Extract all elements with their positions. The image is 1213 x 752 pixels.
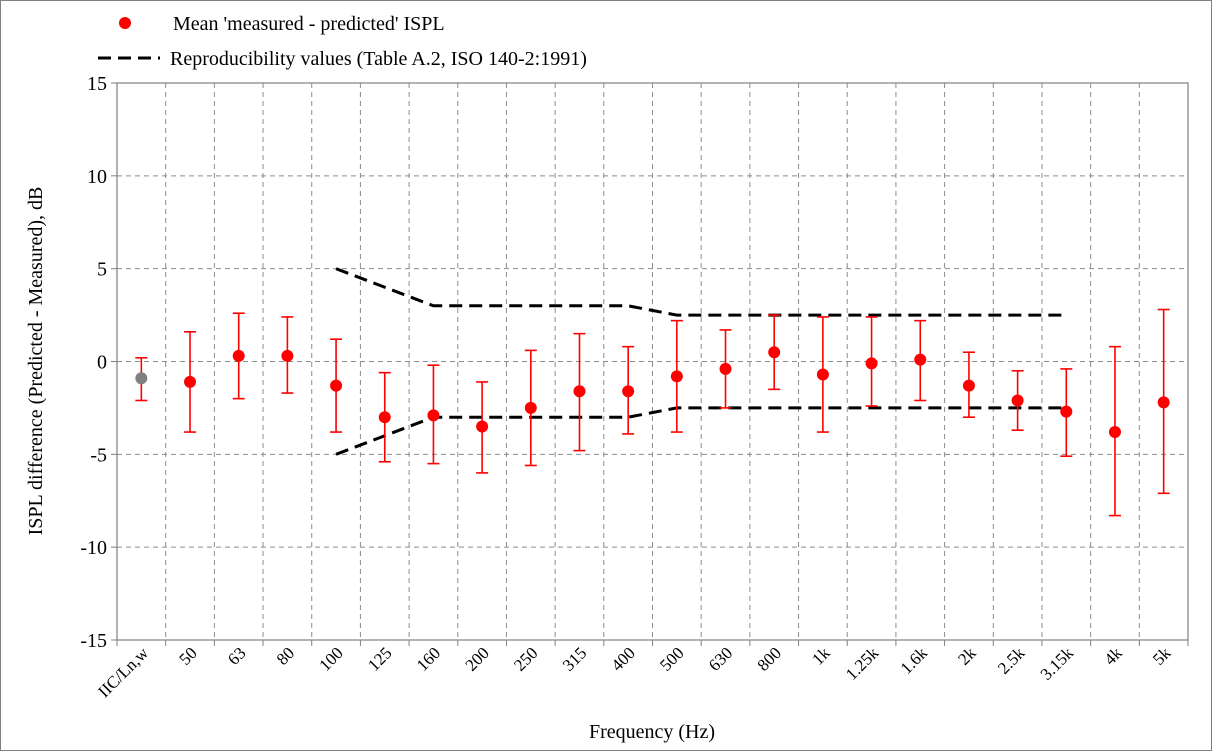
data-point: [1157, 396, 1170, 409]
y-tick-label: 5: [97, 259, 107, 281]
grid: [117, 83, 1188, 640]
y-tick-label: -15: [80, 630, 107, 652]
data-point: [378, 411, 391, 424]
y-tick-label: -10: [80, 537, 107, 559]
data-point: [719, 362, 732, 375]
data-point: [281, 349, 294, 362]
y-axis-ticks: 15 10 5 0 -5 -10 -15: [80, 73, 117, 652]
reproducibility-lower-line: [335, 406, 1067, 456]
data-point: [1011, 394, 1024, 407]
legend-label-reproducibility: Reproducibility values (Table A.2, ISO 1…: [170, 48, 587, 70]
data-point: [622, 385, 635, 398]
data-point: [816, 368, 829, 381]
data-point: [1060, 405, 1073, 418]
data-point: [476, 420, 489, 433]
data-point: [135, 372, 148, 385]
data-point: [427, 409, 440, 422]
reproducibility-upper-line: [335, 267, 1067, 317]
legend-label-mean: Mean 'measured - predicted' ISPL: [173, 13, 445, 35]
y-tick-label: 0: [97, 352, 107, 374]
legend: Mean 'measured - predicted' ISPL Reprodu…: [98, 13, 587, 70]
reproducibility-lines: [335, 267, 1067, 456]
data-points: [135, 346, 1170, 439]
data-point: [573, 385, 586, 398]
data-point: [670, 370, 683, 383]
data-point: [962, 379, 975, 392]
data-point: [768, 346, 781, 359]
data-point: [524, 401, 537, 414]
data-point: [1108, 426, 1121, 439]
data-point: [232, 349, 245, 362]
y-tick-label: 15: [87, 73, 107, 95]
legend-marker-mean: [119, 17, 131, 29]
data-point: [330, 379, 343, 392]
data-point: [184, 375, 197, 388]
data-point: [914, 353, 927, 366]
x-axis-title: Frequency (Hz): [589, 721, 715, 743]
y-tick-label: -5: [90, 444, 107, 466]
y-tick-label: 10: [87, 166, 107, 188]
data-point: [865, 357, 878, 370]
y-axis-title: ISPL difference (Predicted - Measured), …: [25, 187, 47, 536]
